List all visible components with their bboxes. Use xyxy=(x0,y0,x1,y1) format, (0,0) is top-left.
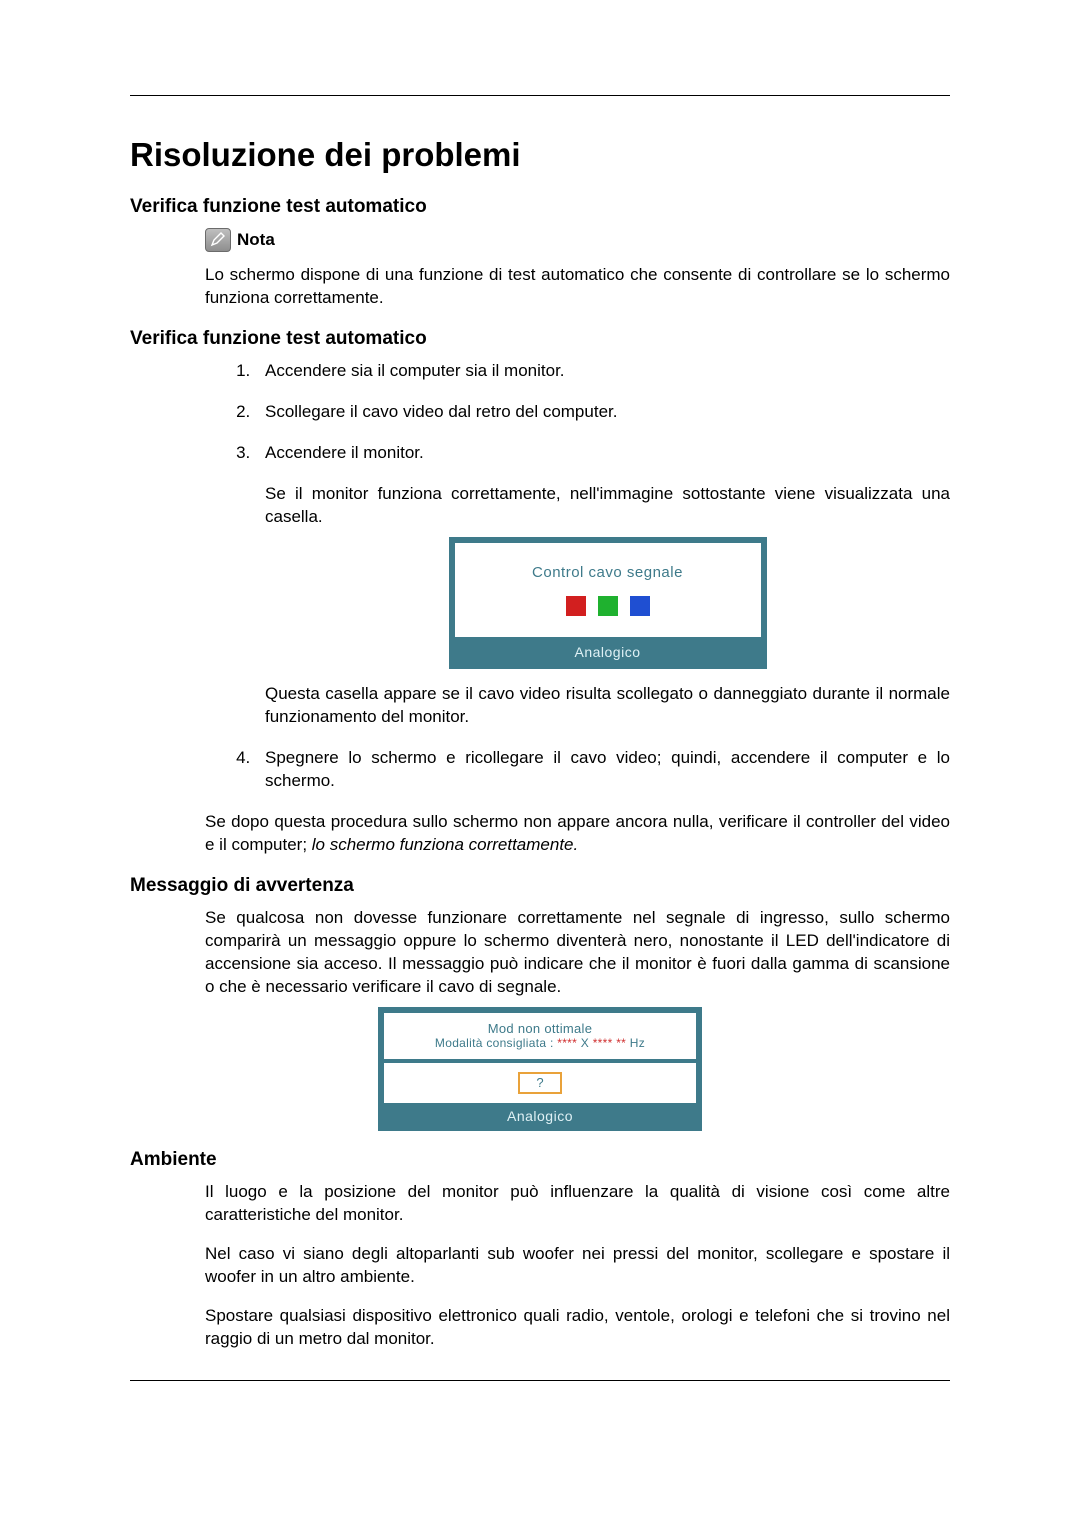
page-container: Risoluzione dei problemi Verifica funzio… xyxy=(0,0,1080,1441)
steps-list: Accendere sia il computer sia il monitor… xyxy=(235,360,950,793)
diagram2-button: ? xyxy=(518,1072,562,1094)
bottom-rule xyxy=(130,1380,950,1381)
diagram2-line1: Mod non ottimale xyxy=(488,1021,593,1036)
note-label: Nota xyxy=(237,230,275,250)
heading-warning: Messaggio di avvertenza xyxy=(130,875,950,897)
closing-text: Se dopo questa procedura sullo schermo n… xyxy=(205,811,950,857)
page-title: Risoluzione dei problemi xyxy=(130,136,950,174)
heading-environment: Ambiente xyxy=(130,1149,950,1171)
note-text: Lo schermo dispone di una funzione di te… xyxy=(205,264,950,310)
square-green xyxy=(598,596,618,616)
d2-l2-d: **** ** xyxy=(593,1036,630,1050)
note-block: Nota Lo schermo dispone di una funzione … xyxy=(205,228,950,310)
diagram2-mid-panel: ? xyxy=(384,1063,696,1103)
square-blue xyxy=(630,596,650,616)
heading-auto-test-2: Verifica funzione test automatico xyxy=(130,328,950,350)
step-4: Spegnere lo schermo e ricollegare il cav… xyxy=(255,747,950,793)
diagram1-wrap: Control cavo segnale Analogico xyxy=(265,537,950,670)
note-pencil-icon xyxy=(205,228,231,252)
step-4-text: Spegnere lo schermo e ricollegare il cav… xyxy=(265,748,950,790)
closing-b-italic: lo schermo funziona correttamente. xyxy=(312,835,578,854)
diagram1-footer: Analogico xyxy=(455,637,761,664)
env-p1: Il luogo e la posizione del monitor può … xyxy=(205,1181,950,1227)
diagram1-title: Control cavo segnale xyxy=(532,563,683,583)
diagram2-footer: Analogico xyxy=(384,1103,696,1125)
d2-l2-b: **** xyxy=(557,1036,581,1050)
rgb-row xyxy=(566,596,650,616)
step-3-sub: Se il monitor funziona correttamente, ne… xyxy=(265,483,950,529)
note-header: Nota xyxy=(205,228,950,252)
env-p3: Spostare qualsiasi dispositivo elettroni… xyxy=(205,1305,950,1351)
square-red xyxy=(566,596,586,616)
step-2-text: Scollegare il cavo video dal retro del c… xyxy=(265,402,617,421)
warning-text: Se qualcosa non dovesse funzionare corre… xyxy=(205,907,950,999)
step-3-text: Accendere il monitor. xyxy=(265,443,424,462)
diagram2-line2: Modalità consigliata : **** X **** ** Hz xyxy=(435,1036,645,1050)
diagram1: Control cavo segnale Analogico xyxy=(449,537,767,670)
d2-l2-e: Hz xyxy=(630,1036,645,1050)
diagram2-top-panel: Mod non ottimale Modalità consigliata : … xyxy=(384,1013,696,1059)
step-3: Accendere il monitor. Se il monitor funz… xyxy=(255,442,950,730)
diagram2: Mod non ottimale Modalità consigliata : … xyxy=(378,1007,702,1131)
environment-block: Il luogo e la posizione del monitor può … xyxy=(205,1181,950,1351)
diagram2-wrap: Mod non ottimale Modalità consigliata : … xyxy=(130,1007,950,1131)
diagram1-panel: Control cavo segnale xyxy=(455,543,761,637)
d2-l2-c: X xyxy=(581,1036,593,1050)
step-2: Scollegare il cavo video dal retro del c… xyxy=(255,401,950,424)
heading-auto-test-1: Verifica funzione test automatico xyxy=(130,196,950,218)
env-p2: Nel caso vi siano degli altoparlanti sub… xyxy=(205,1243,950,1289)
step-1: Accendere sia il computer sia il monitor… xyxy=(255,360,950,383)
d2-l2-a: Modalità consigliata : xyxy=(435,1036,557,1050)
step-3-after: Questa casella appare se il cavo video r… xyxy=(265,683,950,729)
step-1-text: Accendere sia il computer sia il monitor… xyxy=(265,361,565,380)
top-rule xyxy=(130,95,950,96)
